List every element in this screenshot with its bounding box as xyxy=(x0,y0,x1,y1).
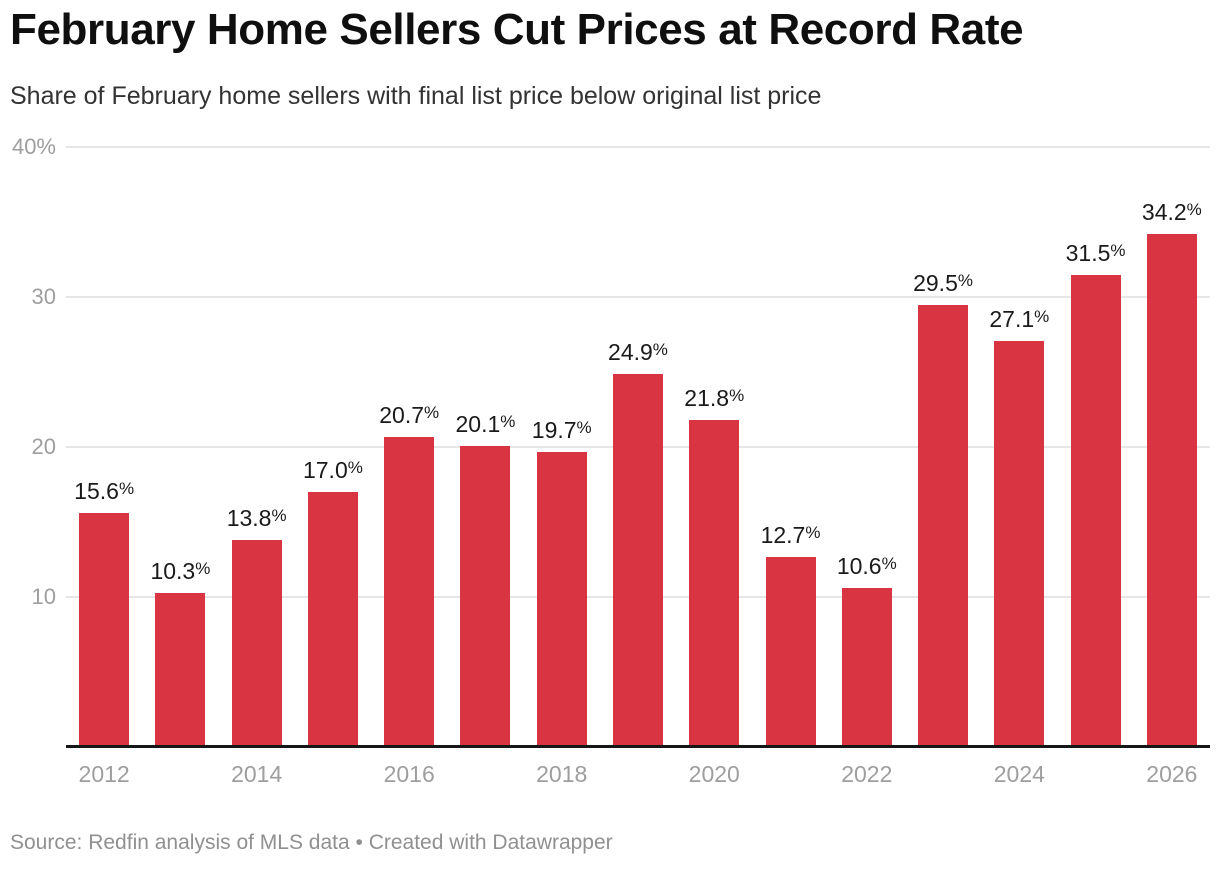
y-axis-tick-label: 10 xyxy=(31,584,56,609)
x-axis-tick-label: 2024 xyxy=(993,761,1045,787)
x-axis-tick-label: 2026 xyxy=(1146,761,1198,787)
y-axis-tick-label: 20 xyxy=(31,434,56,459)
x-axis-tick-label: 2016 xyxy=(383,761,435,787)
y-axis-tick-label: 30 xyxy=(31,284,56,309)
x-axis-tick-label: 2012 xyxy=(78,761,130,787)
bar-group-2017: 20.1% xyxy=(447,147,523,747)
bar-value-label: 20.7% xyxy=(379,401,440,428)
bar xyxy=(918,304,969,747)
bar-group-2016: 20.7% xyxy=(371,147,447,747)
bar-group-2021: 12.7% xyxy=(752,147,828,747)
source-note: Source: Redfin analysis of MLS data • Cr… xyxy=(10,831,613,854)
bars-group: 15.6% 10.3% 13.8% 17.0% 20.7% 20.1% 19.7% 24.9%… xyxy=(66,147,1210,747)
bar xyxy=(994,340,1045,747)
bar-value-label: 10.6% xyxy=(836,553,897,579)
bar xyxy=(1070,274,1121,747)
bar-group-2012: 15.6% xyxy=(66,147,142,747)
bar-value-label: 15.6% xyxy=(74,478,135,504)
x-axis-tick-label: 2020 xyxy=(688,761,740,787)
bar xyxy=(765,556,816,747)
bar xyxy=(536,451,587,747)
bar xyxy=(612,373,663,747)
x-axis: 2012 2014 2016 2018 2020 2022 2024 2026 xyxy=(66,761,1210,791)
x-axis-tick-label: 2022 xyxy=(841,761,893,787)
bar xyxy=(460,445,511,747)
chart-title: February Home Sellers Cut Prices at Reco… xyxy=(10,5,1024,54)
bar-group-2020: 21.8% xyxy=(676,147,752,747)
x-axis-tick-label: 2018 xyxy=(536,761,588,787)
bar-value-label: 31.5% xyxy=(1065,239,1126,266)
x-axis-tick-label: 2014 xyxy=(231,761,283,787)
gridline-30 xyxy=(66,296,1210,298)
y-axis-tick-label: 40% xyxy=(11,134,56,159)
bar xyxy=(155,592,206,747)
bar-value-label: 21.8% xyxy=(684,385,745,411)
bar xyxy=(79,513,130,747)
bar xyxy=(1146,234,1197,747)
bar-group-2019: 24.9% xyxy=(600,147,676,747)
bar-group-2015: 17.0% xyxy=(295,147,371,747)
gridline-40 xyxy=(66,146,1210,148)
bar-group-2018: 19.7% xyxy=(524,147,600,747)
bar-value-label: 17.0% xyxy=(302,457,363,483)
bar-value-label: 13.8% xyxy=(226,505,287,531)
bar-value-label: 29.5% xyxy=(913,269,973,296)
bar-group-2026: 34.2% xyxy=(1134,147,1210,747)
bar-value-label: 19.7% xyxy=(531,416,592,443)
bar-value-label: 20.1% xyxy=(455,410,516,437)
plot-area: 15.6% 10.3% 13.8% 17.0% 20.7% 20.1% 19.7% 24.9%… xyxy=(12,134,1210,787)
bar xyxy=(384,436,435,747)
bar xyxy=(841,588,892,747)
bar-value-label: 12.7% xyxy=(760,521,821,548)
bar xyxy=(307,492,358,747)
bar xyxy=(689,420,740,747)
chart-subtitle: Share of February home sellers with fina… xyxy=(10,82,822,110)
bar-group-2022: 10.6% xyxy=(829,147,905,747)
bar-value-label: 24.9% xyxy=(608,338,668,365)
bar-value-label: 27.1% xyxy=(989,305,1050,332)
bar-group-2023: 29.5% xyxy=(905,147,981,747)
x-axis-line xyxy=(66,745,1210,748)
bar-group-2025: 31.5% xyxy=(1057,147,1133,747)
bar xyxy=(231,540,282,747)
bar-group-2024: 27.1% xyxy=(981,147,1057,747)
bar-value-label: 10.3% xyxy=(150,557,211,584)
bar-value-label: 34.2% xyxy=(1141,199,1202,225)
bar-group-2013: 10.3% xyxy=(142,147,218,747)
bar-group-2014: 13.8% xyxy=(219,147,295,747)
